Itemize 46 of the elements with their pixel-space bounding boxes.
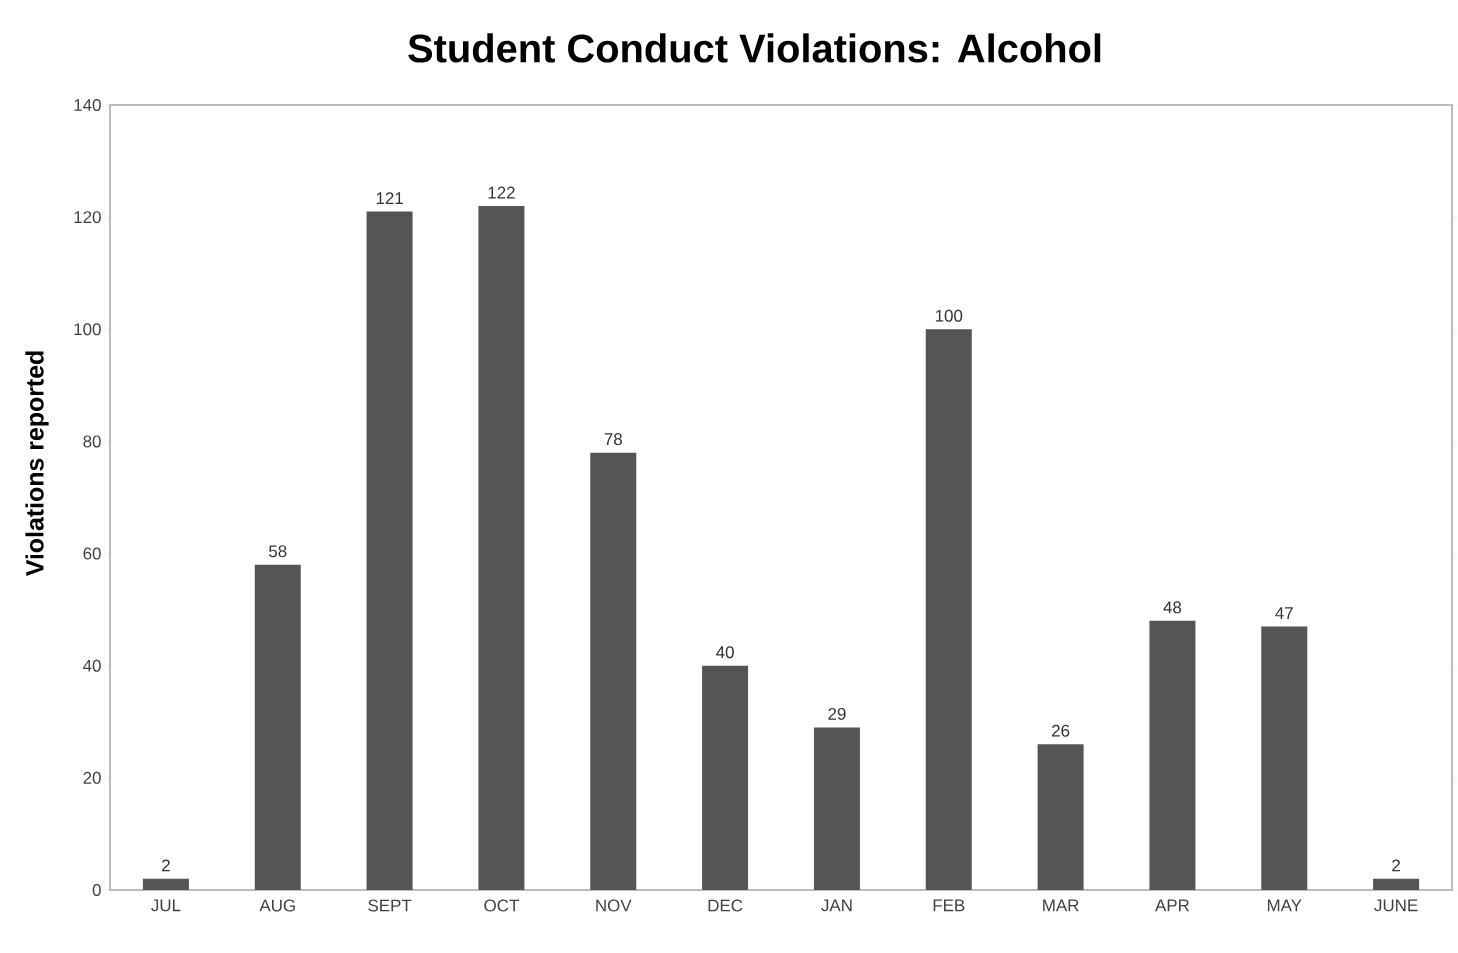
bar <box>366 211 413 890</box>
x-tick-label: JUL <box>151 899 181 912</box>
data-label: 2 <box>1392 859 1400 872</box>
data-label: 78 <box>604 433 622 446</box>
y-tick-label: 0 <box>92 884 101 896</box>
y-axis-title: Violations reported <box>25 351 49 577</box>
bar <box>1149 620 1196 890</box>
bar <box>1373 878 1420 890</box>
y-tick-label: 60 <box>83 547 101 560</box>
bar <box>813 727 860 890</box>
data-label: 58 <box>269 545 287 558</box>
bar <box>1037 744 1084 890</box>
x-tick-label: MAY <box>1267 899 1302 912</box>
x-tick-label: JAN <box>821 899 852 912</box>
x-tick-label: FEB <box>933 899 965 912</box>
bar <box>702 665 749 890</box>
bar <box>478 205 525 890</box>
data-label: 40 <box>716 646 734 659</box>
x-tick-label: MAR <box>1043 899 1079 912</box>
data-label: 2 <box>162 859 170 872</box>
y-tick-label: 20 <box>83 771 101 784</box>
data-label: 48 <box>1163 601 1182 614</box>
x-tick-label: APR <box>1155 899 1190 912</box>
data-label: 100 <box>935 309 963 322</box>
bar <box>925 329 972 890</box>
bar <box>1261 626 1308 890</box>
x-tick-label: DEC <box>708 899 743 912</box>
y-tick-label: 120 <box>74 211 101 224</box>
data-label: 121 <box>376 192 403 204</box>
chart-title: Student Conduct Violations: Alcohol <box>408 33 1101 63</box>
y-tick-label: 140 <box>74 98 101 111</box>
y-tick-label: 40 <box>83 659 101 672</box>
x-tick-label: JUNE <box>1374 899 1418 912</box>
data-label: 29 <box>828 707 846 720</box>
bar <box>142 878 189 890</box>
x-tick-label: SEPT <box>368 899 412 912</box>
x-tick-label: AUG <box>259 899 295 912</box>
data-label: 122 <box>488 186 515 199</box>
bar <box>254 564 301 890</box>
y-tick-label: 80 <box>83 435 101 448</box>
x-tick-label: OCT <box>484 899 519 912</box>
y-tick-label: 100 <box>74 323 101 336</box>
data-label: 47 <box>1275 607 1293 619</box>
data-label: 26 <box>1052 724 1070 737</box>
bar <box>590 452 637 890</box>
x-tick-label: NOV <box>596 899 632 912</box>
